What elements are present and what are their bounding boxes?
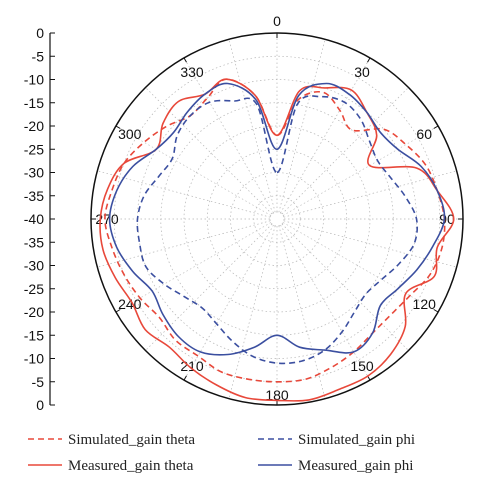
- grid-spoke: [282, 222, 439, 313]
- radial-tick-label: -15: [24, 327, 44, 343]
- radial-axis: 0 -5 -10 -15 -20 -25 -30 -35 -40 -35 -30 -25 -20 -15 -…: [24, 25, 55, 413]
- angle-tick-mark: [183, 375, 187, 381]
- angle-tick-label: 120: [413, 296, 437, 312]
- angle-tick-label: 180: [265, 387, 289, 403]
- radial-tick-label: -10: [24, 351, 44, 367]
- grid-spoke: [228, 225, 276, 399]
- radial-tick-label: -35: [24, 188, 44, 204]
- radial-tick-label: -5: [32, 48, 45, 64]
- angle-tick-mark: [433, 125, 439, 129]
- angle-tick-label: 330: [180, 64, 204, 80]
- grid-spoke: [183, 57, 274, 214]
- radial-tick-label: 0: [36, 25, 44, 41]
- radial-tick-label: -35: [24, 234, 44, 250]
- plot-border: [90, 32, 464, 406]
- angle-tick-mark: [183, 57, 187, 63]
- grid-ring: [206, 148, 348, 290]
- grid-spoke: [115, 125, 272, 216]
- radial-tick-label: -30: [24, 258, 44, 274]
- grid-spoke: [145, 223, 273, 351]
- angle-tick-label: 210: [180, 358, 204, 374]
- grid-spoke: [281, 87, 409, 215]
- radial-tick-label: -20: [24, 118, 44, 134]
- grid-spoke: [281, 223, 409, 351]
- grid-ring: [269, 211, 285, 227]
- grid-spoke: [183, 224, 274, 381]
- polar-grid: [91, 33, 463, 405]
- radial-tick-label: -30: [24, 165, 44, 181]
- angle-tick-label: 30: [354, 64, 370, 80]
- grid-spoke: [282, 125, 439, 216]
- radial-tick-label: -10: [24, 72, 44, 88]
- grid-spoke: [115, 222, 272, 313]
- grid-spoke: [283, 220, 457, 268]
- angle-tick-mark: [367, 57, 371, 63]
- grid-spoke: [145, 87, 273, 215]
- angle-tick-label: 0: [273, 13, 281, 29]
- radial-tick-label: -25: [24, 141, 44, 157]
- grid-ring: [230, 172, 324, 266]
- angle-tick-mark: [115, 309, 121, 313]
- series-simulated-gain-phi: [136, 95, 419, 365]
- angle-tick-mark: [115, 125, 121, 129]
- radial-tick-label: -5: [32, 374, 45, 390]
- series-simulated-gain-theta: [104, 78, 446, 383]
- grid-spoke: [280, 57, 371, 214]
- grid-spoke: [228, 39, 276, 213]
- grid-ring: [113, 55, 441, 383]
- radial-tick-label: 0: [36, 397, 44, 413]
- angle-tick-label: 60: [416, 126, 432, 142]
- radial-tick-label: -15: [24, 95, 44, 111]
- radial-tick-label: -25: [24, 281, 44, 297]
- grid-spoke: [97, 220, 271, 268]
- radial-tick-label: -20: [24, 304, 44, 320]
- grid-ring: [183, 125, 371, 313]
- radial-tick-label: -40: [24, 211, 44, 227]
- series-curves: [99, 78, 455, 402]
- angle-tick-label: 270: [95, 211, 119, 227]
- angle-tick-label: 150: [350, 358, 374, 374]
- grid-spoke: [278, 39, 326, 213]
- grid-spoke: [278, 225, 326, 399]
- angle-tick-label: 240: [118, 296, 142, 312]
- grid-spoke: [97, 170, 271, 218]
- grid-spoke: [280, 224, 371, 381]
- grid-spoke: [283, 170, 457, 218]
- series-measured-gain-phi: [108, 82, 446, 356]
- angle-tick-mark: [433, 309, 439, 313]
- angle-tick-label: 300: [118, 126, 142, 142]
